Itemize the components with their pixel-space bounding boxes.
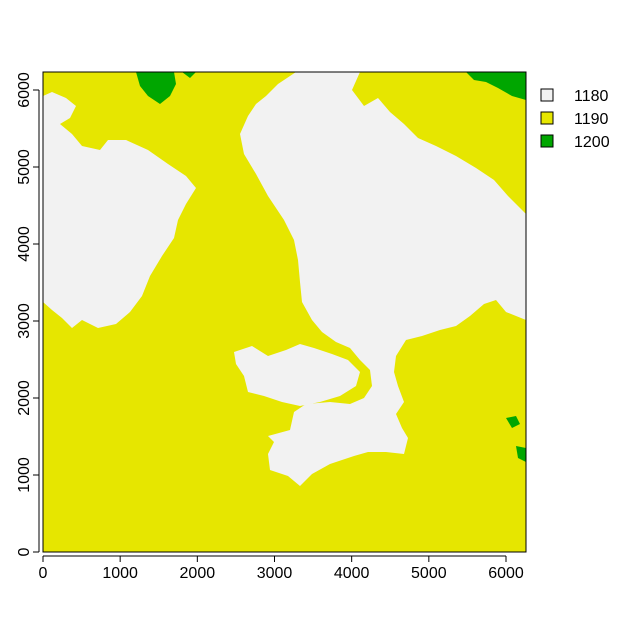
raster-region-1200-right-small-b: [516, 446, 526, 462]
x-tick-label: 3000: [257, 565, 293, 582]
y-tick-label: 2000: [16, 380, 33, 416]
x-tick-label: 0: [39, 565, 48, 582]
raster-region-1180-left: [43, 92, 196, 328]
x-tick-label: 5000: [411, 565, 447, 582]
raster-region-1200-top-left: [136, 72, 176, 104]
legend-swatch-1180: [540, 88, 554, 102]
y-tick-label: 4000: [16, 226, 33, 262]
x-tick-label: 1000: [102, 565, 138, 582]
raster-region-1200-top-mid: [182, 72, 196, 78]
legend-label-1180: 1180: [574, 88, 609, 105]
legend: 1180 1190 1200: [540, 88, 610, 151]
raster-region-1200-right-small-a: [506, 416, 520, 428]
legend-swatch-1190: [540, 111, 554, 125]
legend-label-1190: 1190: [574, 111, 609, 128]
raster-region-1180-right-top: [240, 72, 526, 486]
y-tick-label: 6000: [16, 72, 33, 108]
legend-swatch-1200: [540, 134, 554, 148]
raster-region-1200-top-right: [466, 72, 526, 100]
y-tick-label: 3000: [16, 303, 33, 339]
y-tick-label: 0: [16, 547, 33, 556]
x-tick-label: 6000: [488, 565, 524, 582]
y-tick-label: 5000: [16, 149, 33, 185]
plot-frame: [42, 71, 527, 553]
legend-label-1200: 1200: [574, 134, 610, 151]
y-tick-label: 1000: [16, 457, 33, 493]
raster-plot-area: [43, 72, 526, 552]
x-axis: 0 1000 2000 3000 4000 5000 6000: [39, 555, 524, 582]
x-tick-label: 2000: [180, 565, 216, 582]
x-tick-label: 4000: [334, 565, 370, 582]
y-axis: 0 1000 2000 3000 4000 5000 6000: [16, 72, 40, 556]
raster-region-1180-center-lobe: [234, 344, 360, 406]
